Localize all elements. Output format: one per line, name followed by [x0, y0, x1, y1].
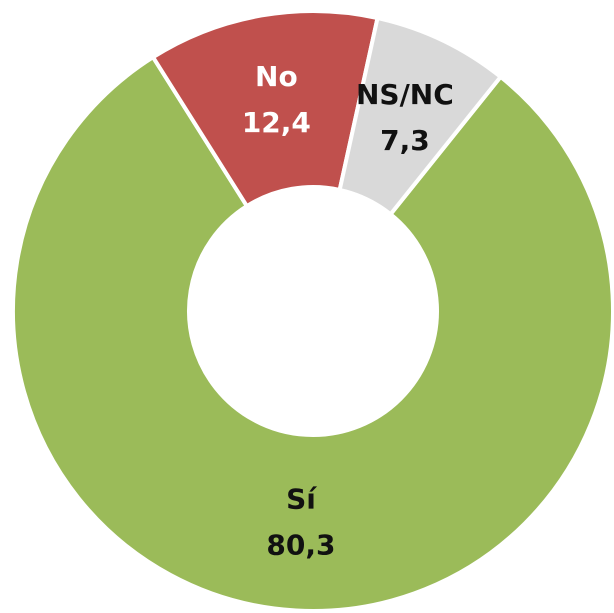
donut-slice	[151, 9, 380, 209]
donut-slice	[11, 55, 614, 613]
slice-label: No	[255, 60, 298, 93]
slice-label: NS/NC	[356, 78, 454, 111]
slice-value-label: 12,4	[242, 106, 311, 139]
slice-value-label: 80,3	[266, 529, 335, 562]
slice-value-label: 7,3	[380, 124, 430, 157]
slice-label: Sí	[286, 483, 317, 516]
donut-slice	[337, 16, 503, 217]
